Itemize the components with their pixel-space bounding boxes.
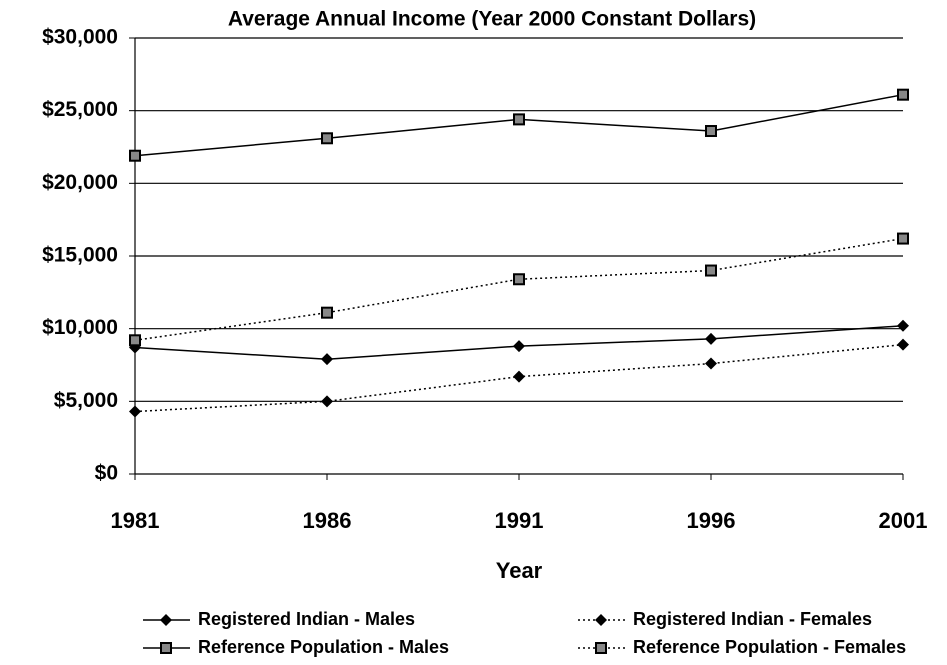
marker (897, 88, 909, 101)
marker (705, 125, 717, 138)
legend-label: Reference Population - Females (633, 637, 906, 657)
y-tick-label: $25,000 (42, 98, 118, 121)
marker (321, 353, 333, 366)
legend-marker (160, 642, 172, 654)
marker (705, 357, 717, 370)
series-line (134, 237, 904, 342)
y-tick-label: $20,000 (42, 171, 118, 194)
marker (897, 319, 909, 332)
marker (513, 370, 525, 383)
marker (321, 306, 333, 319)
legend-marker (595, 614, 607, 626)
legend-label: Registered Indian - Females (633, 609, 872, 629)
marker (897, 338, 909, 351)
marker (129, 149, 141, 162)
y-tick-label: $0 (95, 462, 118, 485)
x-tick-label: 2001 (879, 508, 928, 533)
y-tick-label: $15,000 (42, 244, 118, 267)
x-axis-label: Year (496, 558, 543, 583)
marker (513, 113, 525, 126)
marker (321, 395, 333, 408)
y-tick-label: $5,000 (54, 389, 118, 412)
x-tick-label: 1981 (111, 508, 160, 533)
marker (513, 273, 525, 286)
marker (129, 334, 141, 347)
x-tick-label: 1986 (303, 508, 352, 533)
marker (897, 232, 909, 245)
x-tick-label: 1991 (495, 508, 544, 533)
chart-title: Average Annual Income (Year 2000 Constan… (228, 8, 756, 31)
legend-marker (595, 642, 607, 654)
y-tick-label: $10,000 (42, 316, 118, 339)
y-tick-label: $30,000 (42, 26, 118, 49)
marker (321, 132, 333, 145)
legend-label: Reference Population - Males (198, 637, 449, 657)
x-tick-label: 1996 (687, 508, 736, 533)
legend-label: Registered Indian - Males (198, 609, 415, 629)
marker (705, 332, 717, 345)
marker (129, 405, 141, 418)
marker (705, 264, 717, 277)
legend-marker (160, 614, 172, 626)
marker (513, 340, 525, 353)
